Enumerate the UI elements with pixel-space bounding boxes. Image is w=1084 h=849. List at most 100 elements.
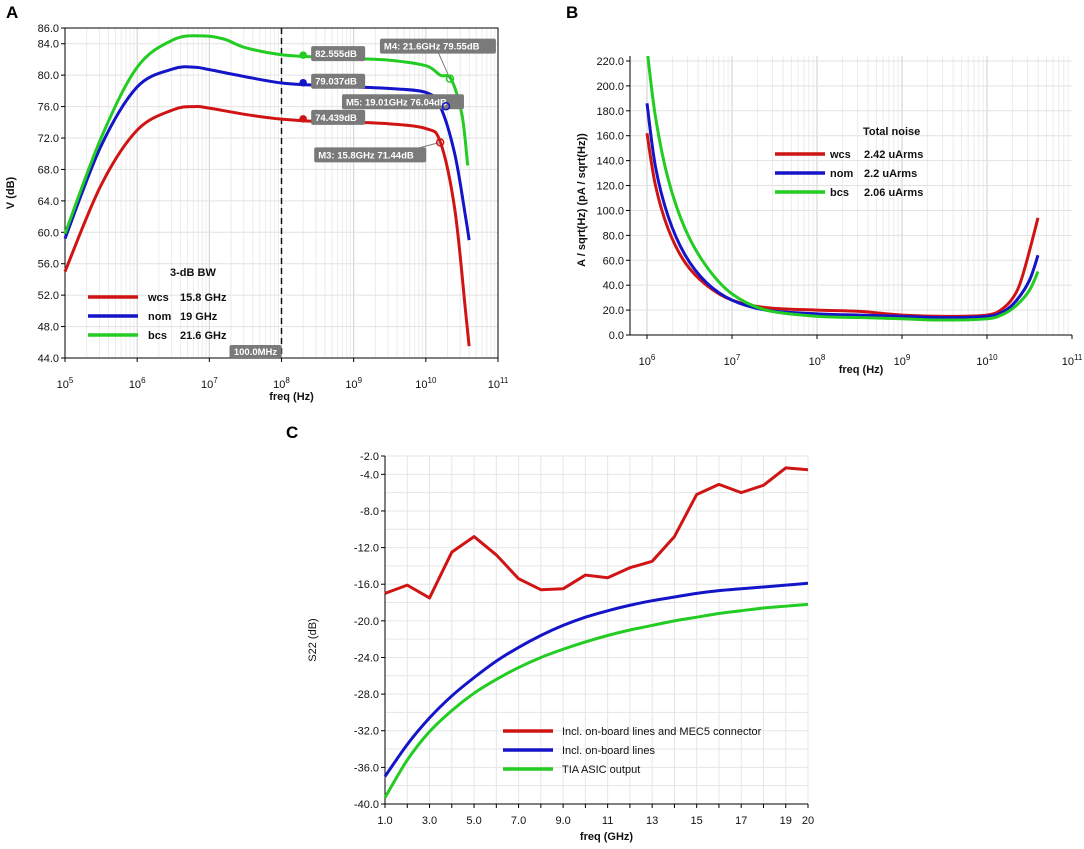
y-tick-label: 160.0 bbox=[596, 131, 624, 143]
legend-value: 19 GHz bbox=[180, 311, 218, 323]
x-tick-label: 3.0 bbox=[422, 815, 437, 827]
y-tick-label: 200.0 bbox=[596, 81, 624, 93]
legend-value: 2.06 uArms bbox=[864, 187, 923, 199]
y-tick-label: 44.0 bbox=[38, 353, 59, 365]
marker-box bbox=[379, 38, 496, 54]
legend-name: bcs bbox=[830, 187, 849, 199]
series-line-0 bbox=[384, 466, 809, 600]
y-tick-label: -16.0 bbox=[354, 579, 379, 591]
y-tick-label: -20.0 bbox=[354, 616, 379, 628]
x-axis-label: freq (GHz) bbox=[580, 831, 634, 843]
y-tick-label: -40.0 bbox=[354, 799, 379, 811]
panel-letter-b: B bbox=[566, 3, 578, 22]
marker-label: M5: 19.01GHz 76.04dB bbox=[346, 97, 447, 108]
legend-title: 3-dB BW bbox=[170, 267, 216, 279]
x-tick-label: 107 bbox=[724, 353, 741, 368]
x-tick-label: 7.0 bbox=[511, 815, 526, 827]
cursor-label: 100.0MHz bbox=[234, 347, 278, 358]
y-tick-label: 100.0 bbox=[596, 205, 624, 217]
y-tick-label: 76.0 bbox=[38, 102, 59, 114]
x-tick-label: 5.0 bbox=[466, 815, 481, 827]
marker-label: M4: 21.6GHz 79.55dB bbox=[384, 42, 480, 53]
y-tick-label: 72.0 bbox=[38, 133, 59, 145]
y-tick-label: -24.0 bbox=[354, 652, 379, 664]
y-axis-label: S22 (dB) bbox=[307, 618, 319, 661]
marker-box bbox=[311, 109, 366, 125]
y-tick-label: -8.0 bbox=[360, 506, 379, 518]
marker-label: M3: 15.8GHz 71.44dB bbox=[318, 150, 414, 161]
marker-box bbox=[341, 94, 464, 110]
legend-value: 15.8 GHz bbox=[180, 292, 227, 304]
x-tick-label: 15 bbox=[691, 815, 703, 827]
x-tick-label: 105 bbox=[57, 376, 74, 391]
x-tick-label: 1.0 bbox=[377, 815, 392, 827]
x-axis-label: freq (Hz) bbox=[269, 391, 314, 403]
x-tick-label: 13 bbox=[646, 815, 658, 827]
y-tick-label: 86.0 bbox=[38, 23, 59, 35]
x-tick-label: 108 bbox=[809, 353, 826, 368]
y-tick-label: 84.0 bbox=[38, 39, 59, 51]
x-tick-label: 9.0 bbox=[555, 815, 570, 827]
series-line-nom bbox=[645, 103, 1040, 320]
y-tick-label: 68.0 bbox=[38, 164, 59, 176]
panel-letter-c: C bbox=[286, 423, 298, 442]
marker-dot bbox=[445, 74, 455, 83]
legend-value: 2.42 uArms bbox=[864, 149, 923, 161]
x-tick-label: 1011 bbox=[488, 376, 509, 391]
marker-dot bbox=[299, 78, 307, 87]
y-tick-label: 80.0 bbox=[603, 230, 624, 242]
chart-c: C -40.0 -36.0 -32.0 -28.0 -24.0 -20.0 -16.0 -12.… bbox=[286, 423, 814, 843]
x-tick-label: 107 bbox=[201, 376, 218, 391]
marker-box bbox=[314, 147, 427, 163]
marker-leader bbox=[437, 51, 451, 79]
y-tick-label: -2.0 bbox=[360, 451, 379, 463]
series-group bbox=[645, 56, 1040, 322]
x-tick-label: 20 bbox=[802, 815, 814, 827]
panel-letter-a: A bbox=[6, 3, 18, 22]
series-line-2 bbox=[383, 602, 809, 799]
y-tick-label: 48.0 bbox=[38, 322, 59, 334]
y-tick-label: 60.0 bbox=[603, 255, 624, 267]
y-tick-label: -36.0 bbox=[354, 762, 379, 774]
marker-dot bbox=[435, 138, 445, 147]
y-tick-label: 120.0 bbox=[596, 181, 624, 193]
legend-name: wcs bbox=[147, 292, 169, 304]
chart-a: A 44.0 48.0 52.0 56.0 60.0 64.0 68.0 72.0 76.0 80.… bbox=[5, 3, 509, 403]
x-tick-label: 1011 bbox=[1062, 353, 1083, 368]
legend-name: nom bbox=[148, 311, 171, 323]
series-line-wcs bbox=[645, 132, 1040, 318]
x-tick-label: 109 bbox=[345, 376, 362, 391]
marker-label: 74.439dB bbox=[315, 113, 357, 124]
x-tick-label: 106 bbox=[639, 353, 656, 368]
y-tick-label: 56.0 bbox=[38, 259, 59, 271]
y-tick-label: -32.0 bbox=[354, 726, 379, 738]
legend-name: wcs bbox=[829, 149, 851, 161]
y-tick-label: 60.0 bbox=[38, 227, 59, 239]
y-axis-label: A / sqrt(Hz) (pA / sqrt(Hz)) bbox=[576, 133, 588, 267]
y-tick-label: -12.0 bbox=[354, 543, 379, 555]
chart-b: B 0.0 20.0 40.0 60.0 80.0 100.0 120.0 140.0 160.0… bbox=[566, 3, 1083, 376]
marker-dot bbox=[441, 102, 451, 111]
y-tick-label: 220.0 bbox=[596, 56, 624, 68]
x-tick-label: 109 bbox=[894, 353, 911, 368]
series-line-bcs bbox=[63, 34, 470, 235]
legend-value: 2.2 uArms bbox=[864, 168, 917, 180]
y-tick-label: 20.0 bbox=[603, 305, 624, 317]
y-tick-label: 52.0 bbox=[38, 290, 59, 302]
legend-label: Incl. on-board lines bbox=[562, 745, 655, 757]
y-tick-label: 64.0 bbox=[38, 196, 59, 208]
marker-dot bbox=[299, 115, 307, 123]
marker-label: 79.037dB bbox=[315, 77, 357, 88]
legend-label: Incl. on-board lines and MEC5 connector bbox=[562, 726, 762, 738]
legend-name: bcs bbox=[148, 330, 167, 342]
x-tick-label: 108 bbox=[273, 376, 290, 391]
x-tick-label: 11 bbox=[602, 815, 613, 827]
series-line-1 bbox=[383, 581, 809, 778]
marker-box bbox=[311, 46, 366, 62]
x-tick-label: 1010 bbox=[976, 353, 998, 368]
x-tick-label: 17 bbox=[735, 815, 747, 827]
cursor-label-box bbox=[229, 345, 282, 358]
y-tick-label: -4.0 bbox=[360, 469, 379, 481]
y-tick-label: 180.0 bbox=[596, 106, 624, 118]
